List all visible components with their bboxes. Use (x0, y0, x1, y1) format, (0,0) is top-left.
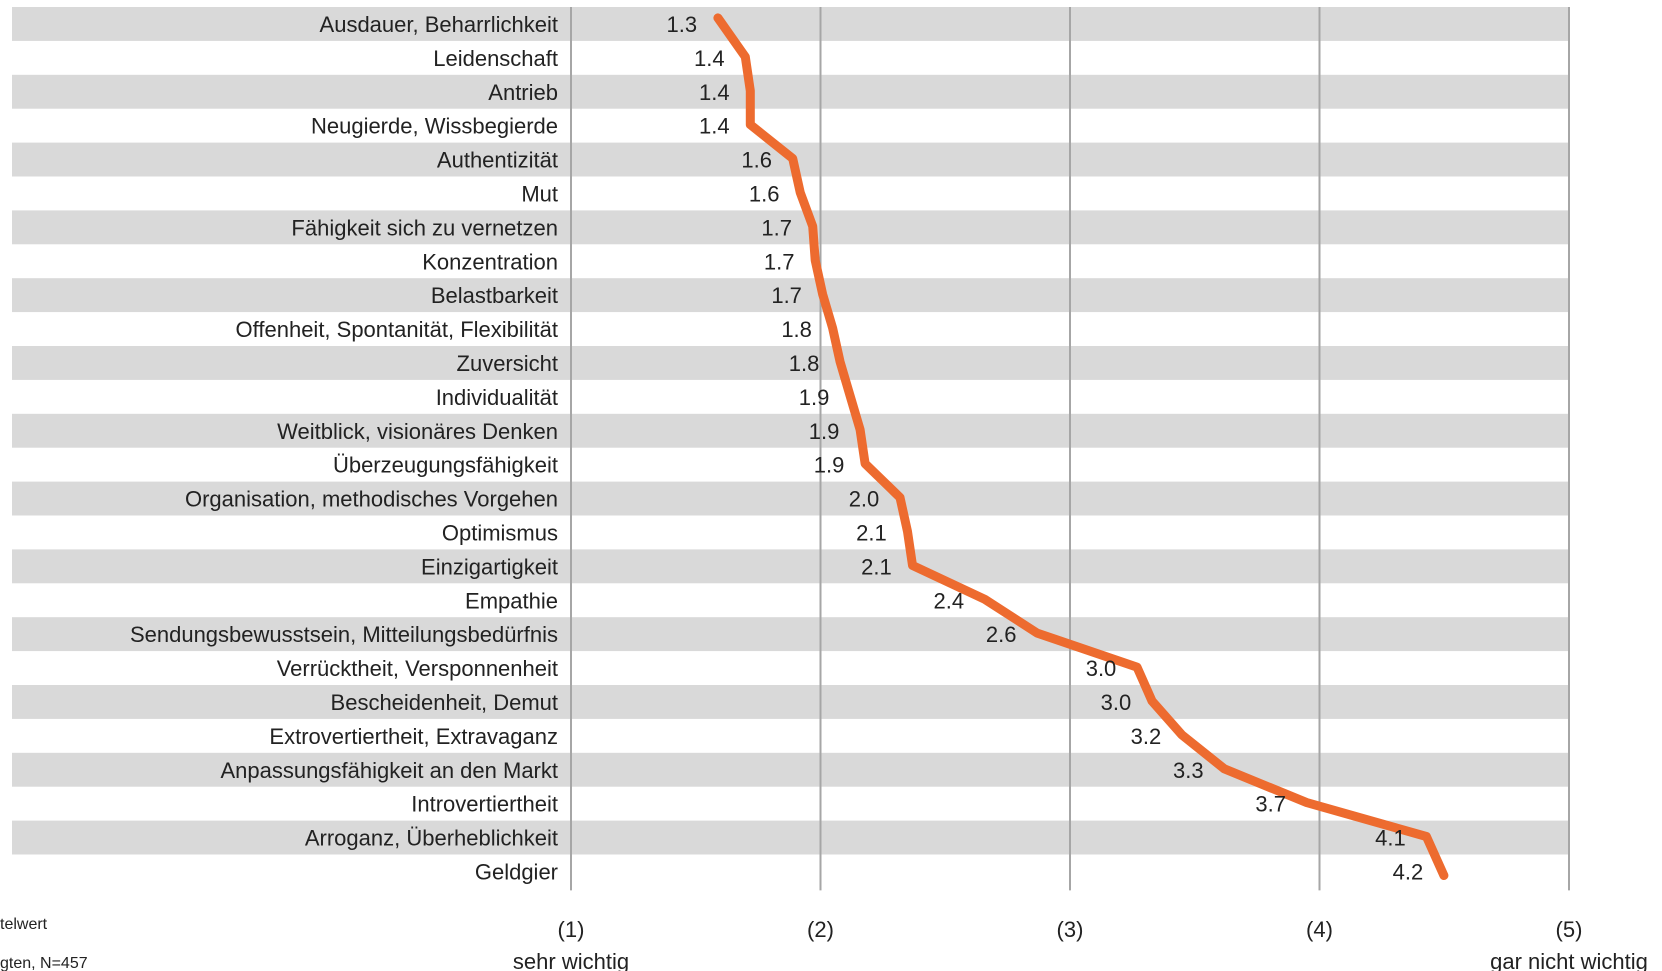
value-label: 3.0 (1086, 656, 1117, 681)
value-label: 1.4 (699, 80, 730, 105)
category-labels: Ausdauer, Beharrlichkeit Leidenschaft Antr… (130, 12, 558, 885)
row-band (12, 820, 1568, 855)
category-label: Introvertiertheit (411, 792, 558, 817)
category-label: Fähigkeit sich zu vernetzen (291, 215, 558, 240)
footnote: telwert (0, 916, 48, 933)
row-band (12, 278, 1568, 313)
value-label: 2.4 (934, 588, 965, 613)
value-label: 1.6 (749, 181, 780, 206)
value-label: 1.4 (699, 114, 730, 139)
category-label: Geldgier (475, 859, 558, 884)
x-tick-sublabel: gar nicht wichtig (1490, 949, 1648, 971)
value-label: 2.6 (986, 622, 1017, 647)
category-label: Organisation, methodisches Vorgehen (185, 487, 558, 512)
category-label: Belastbarkeit (431, 283, 558, 308)
category-label: Offenheit, Spontanität, Flexibilität (236, 317, 558, 342)
x-tick-label: (1) (558, 917, 585, 942)
value-label: 1.7 (764, 249, 795, 274)
category-label: Antrieb (488, 80, 558, 105)
value-label: 3.7 (1255, 792, 1286, 817)
grid-lines (570, 7, 1570, 891)
footnote: gten, N=457 (0, 955, 88, 971)
row-band (12, 7, 1568, 41)
row-band (12, 549, 1568, 584)
category-label: Verrücktheit, Versponnenheit (277, 656, 558, 681)
value-label: 2.1 (856, 520, 887, 545)
row-band (12, 74, 1568, 109)
category-label: Leidenschaft (433, 46, 558, 71)
x-tick-sublabel: sehr wichtig (513, 949, 629, 971)
value-label: 4.2 (1393, 859, 1424, 884)
category-label: Optimismus (442, 520, 558, 545)
row-band (12, 413, 1568, 448)
value-label: 4.1 (1375, 826, 1406, 851)
row-band (12, 752, 1568, 787)
x-tick-label: (2) (807, 917, 834, 942)
category-label: Einzigartigkeit (421, 554, 558, 579)
category-label: Konzentration (422, 249, 558, 274)
category-label: Überzeugungsfähigkeit (333, 453, 558, 478)
value-label: 2.1 (861, 554, 892, 579)
x-tick-label: (3) (1057, 917, 1084, 942)
value-label: 3.0 (1101, 690, 1132, 715)
category-label: Bescheidenheit, Demut (331, 690, 558, 715)
value-label: 2.0 (849, 487, 880, 512)
value-label: 1.9 (799, 385, 830, 410)
category-label: Anpassungsfähigkeit an den Markt (220, 758, 558, 783)
value-label: 3.3 (1173, 758, 1204, 783)
category-label: Ausdauer, Beharrlichkeit (320, 12, 558, 37)
category-label: Mut (521, 181, 558, 206)
category-label: Neugierde, Wissbegierde (311, 114, 558, 139)
row-band (12, 481, 1568, 516)
value-label: 1.7 (761, 215, 792, 240)
row-bands (12, 7, 1568, 855)
value-label: 1.3 (667, 12, 698, 37)
value-label: 1.4 (694, 46, 725, 71)
category-label: Individualität (436, 385, 558, 410)
value-label: 1.8 (781, 317, 812, 342)
category-label: Authentizität (437, 148, 558, 173)
category-label: Weitblick, visionäres Denken (277, 419, 558, 444)
row-band (12, 685, 1568, 719)
category-label: Extrovertiertheit, Extravaganz (269, 724, 558, 749)
category-label: Empathie (465, 588, 558, 613)
category-label: Zuversicht (457, 351, 558, 376)
value-label: 3.2 (1131, 724, 1162, 749)
series-line (713, 13, 1449, 880)
value-labels: 1.3 1.4 1.4 1.4 1.6 1.6 1.7 1.7 1.7 1.8 1.8 1.9 1.9 1… (667, 12, 1424, 885)
value-label: 1.9 (814, 453, 845, 478)
value-label: 1.9 (809, 419, 840, 444)
category-label: Arroganz, Überheblichkeit (305, 826, 558, 851)
x-tick-label: (5) (1556, 917, 1583, 942)
row-band (12, 346, 1568, 380)
value-label: 1.7 (771, 283, 802, 308)
value-label: 1.6 (741, 148, 772, 173)
row-band (12, 617, 1568, 652)
x-tick-label: (4) (1306, 917, 1333, 942)
value-label: 1.8 (789, 351, 820, 376)
x-axis-ticks: (1) sehr wichtig (2) (3) (4) (5) gar nicht wic… (513, 917, 1648, 971)
category-label: Sendungsbewusstsein, Mitteilungsbedürfni… (130, 622, 558, 647)
row-band (12, 210, 1568, 245)
footnotes: telwert gten, N=457 (0, 916, 88, 971)
